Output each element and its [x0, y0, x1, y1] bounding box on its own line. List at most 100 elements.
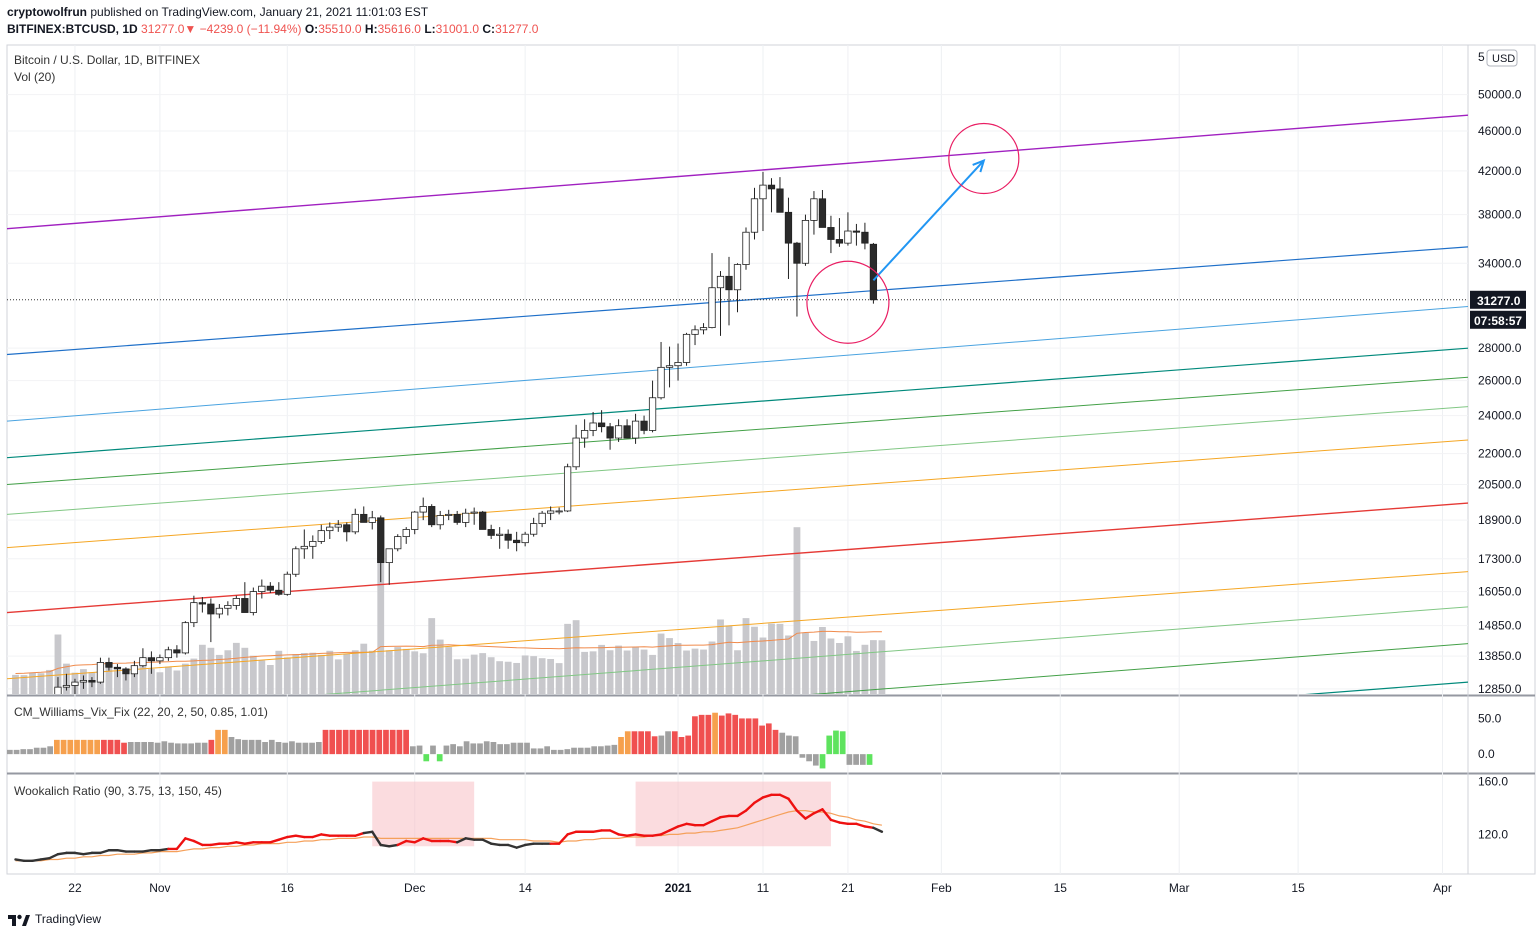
candle-body[interactable]	[428, 506, 436, 526]
candle-body[interactable]	[368, 517, 376, 523]
candle-body[interactable]	[631, 420, 640, 439]
candle-body[interactable]	[173, 649, 181, 654]
candle-body[interactable]	[623, 425, 631, 439]
candle-body[interactable]	[38, 728, 44, 734]
candle-body[interactable]	[96, 662, 105, 683]
candle-body[interactable]	[71, 681, 79, 686]
trend-line[interactable]	[7, 571, 1468, 680]
candle-body[interactable]	[241, 598, 249, 613]
candle-body[interactable]	[861, 231, 869, 244]
trend-line[interactable]	[7, 114, 1468, 230]
candle-body[interactable]	[563, 466, 572, 512]
candle-body[interactable]	[810, 198, 818, 221]
candle-body[interactable]	[419, 506, 427, 513]
trend-line[interactable]	[7, 305, 1468, 422]
candle-body[interactable]	[708, 287, 716, 328]
candle-body[interactable]	[164, 649, 173, 659]
candle-body[interactable]	[62, 685, 71, 688]
candle-body[interactable]	[453, 513, 461, 523]
candle-body[interactable]	[614, 425, 623, 439]
trend-line[interactable]	[7, 439, 1468, 549]
candle-body[interactable]	[776, 188, 784, 213]
target-circle[interactable]	[948, 122, 1020, 195]
candle-body[interactable]	[852, 230, 861, 233]
candle-body[interactable]	[733, 264, 742, 291]
candle-body[interactable]	[547, 510, 555, 514]
candle-body[interactable]	[436, 515, 444, 526]
wookalich-pane[interactable]	[14, 781, 884, 862]
candle-body[interactable]	[147, 657, 156, 662]
candle-body[interactable]	[513, 539, 521, 544]
candle-body[interactable]	[29, 734, 35, 738]
price-pane[interactable]	[7, 114, 1468, 794]
currency-button[interactable]: USD	[1486, 49, 1518, 67]
candle-body[interactable]	[46, 721, 52, 728]
candle-body[interactable]	[784, 211, 793, 244]
candle-body[interactable]	[742, 231, 750, 265]
candle-body[interactable]	[360, 513, 368, 523]
candle-body[interactable]	[844, 230, 852, 244]
candle-body[interactable]	[674, 362, 682, 367]
candle-body[interactable]	[725, 275, 733, 291]
currency-button-label[interactable]: USD	[1492, 53, 1515, 65]
candle-body[interactable]	[716, 275, 725, 289]
trend-line[interactable]	[7, 376, 1468, 486]
candle-body[interactable]	[258, 585, 266, 593]
candle-body[interactable]	[88, 680, 96, 683]
candle-body[interactable]	[818, 198, 827, 228]
candle-body[interactable]	[130, 665, 139, 675]
candle-body[interactable]	[572, 437, 580, 468]
candle-body[interactable]	[504, 533, 512, 541]
candle-body[interactable]	[122, 668, 130, 675]
candle-body[interactable]	[139, 657, 147, 667]
trend-line[interactable]	[7, 347, 1468, 459]
candle-body[interactable]	[699, 327, 708, 331]
projection-arrow[interactable]	[872, 159, 985, 281]
candle-body[interactable]	[334, 524, 342, 528]
candle-body[interactable]	[827, 227, 835, 240]
candle-body[interactable]	[835, 239, 844, 244]
candle-body[interactable]	[351, 513, 359, 533]
candle-body[interactable]	[292, 548, 300, 575]
candle-body[interactable]	[479, 511, 487, 530]
candle-body[interactable]	[445, 513, 453, 516]
candle-body[interactable]	[181, 622, 190, 654]
candle-body[interactable]	[317, 530, 325, 542]
candle-body[interactable]	[530, 523, 538, 535]
candle-body[interactable]	[215, 607, 223, 615]
candle-body[interactable]	[402, 529, 410, 538]
candle-body[interactable]	[283, 573, 291, 595]
candle-body[interactable]	[232, 598, 240, 606]
candle-body[interactable]	[207, 603, 215, 615]
candle-body[interactable]	[411, 511, 419, 530]
current-price-circle[interactable]	[806, 260, 890, 344]
candle-body[interactable]	[496, 533, 504, 536]
candle-body[interactable]	[309, 541, 317, 547]
candle-body[interactable]	[657, 366, 665, 399]
trend-line[interactable]	[7, 406, 1468, 515]
candle-body[interactable]	[343, 524, 351, 533]
candle-body[interactable]	[665, 365, 674, 368]
candle-body[interactable]	[767, 184, 776, 190]
candle-body[interactable]	[580, 430, 589, 439]
candle-body[interactable]	[12, 737, 18, 739]
candle-body[interactable]	[54, 686, 62, 720]
candle-body[interactable]	[606, 426, 614, 439]
candle-body[interactable]	[793, 242, 801, 264]
candle-body[interactable]	[589, 422, 597, 431]
candle-body[interactable]	[385, 548, 393, 564]
candle-body[interactable]	[470, 511, 478, 514]
trend-line[interactable]	[7, 643, 1468, 757]
candle-body[interactable]	[691, 329, 699, 335]
candle-body[interactable]	[682, 333, 691, 363]
candle-body[interactable]	[750, 198, 759, 233]
trend-line[interactable]	[7, 502, 1468, 614]
candle-body[interactable]	[198, 602, 206, 605]
candle-body[interactable]	[326, 526, 334, 532]
currency-button-box[interactable]	[1486, 49, 1518, 67]
candle-body[interactable]	[300, 545, 308, 550]
candle-body[interactable]	[249, 591, 257, 613]
candle-body[interactable]	[190, 602, 198, 624]
candle-body[interactable]	[597, 422, 606, 428]
